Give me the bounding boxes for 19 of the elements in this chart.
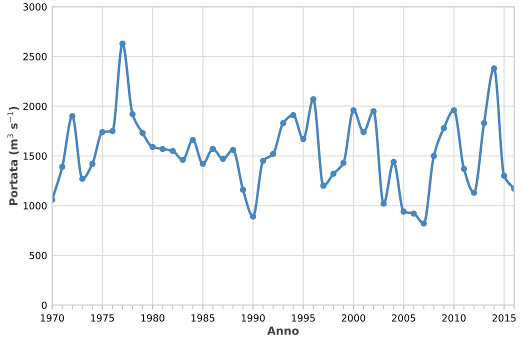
x-tick-label: 1980 [141, 314, 164, 322]
y-tick-label: 3000 [23, 3, 47, 11]
x-tick-label: 1975 [91, 314, 114, 322]
x-tick-label: 2015 [492, 314, 516, 322]
x-tick-label: 1970 [40, 314, 64, 322]
y-axis-title: Portata (m$^{3}$ s$^{−1}$) [7, 106, 19, 206]
y-tick-label: 1000 [24, 202, 47, 210]
x-axis-title: Anno [267, 326, 299, 335]
x-tick-label: 1985 [192, 314, 214, 322]
y-tick-label: 2000 [23, 102, 47, 110]
x-tick-label: 2005 [392, 314, 416, 322]
y-tick-label: 500 [30, 252, 47, 260]
x-tick-label: 1995 [292, 314, 315, 322]
x-tick-label: 2010 [442, 314, 466, 322]
x-tick-label: 2000 [342, 314, 366, 322]
y-tick-label: 1500 [24, 152, 47, 160]
y-tick-label: 2500 [23, 52, 47, 60]
x-tick-label: 1990 [242, 314, 265, 322]
y-tick-label: 0 [42, 302, 47, 309]
